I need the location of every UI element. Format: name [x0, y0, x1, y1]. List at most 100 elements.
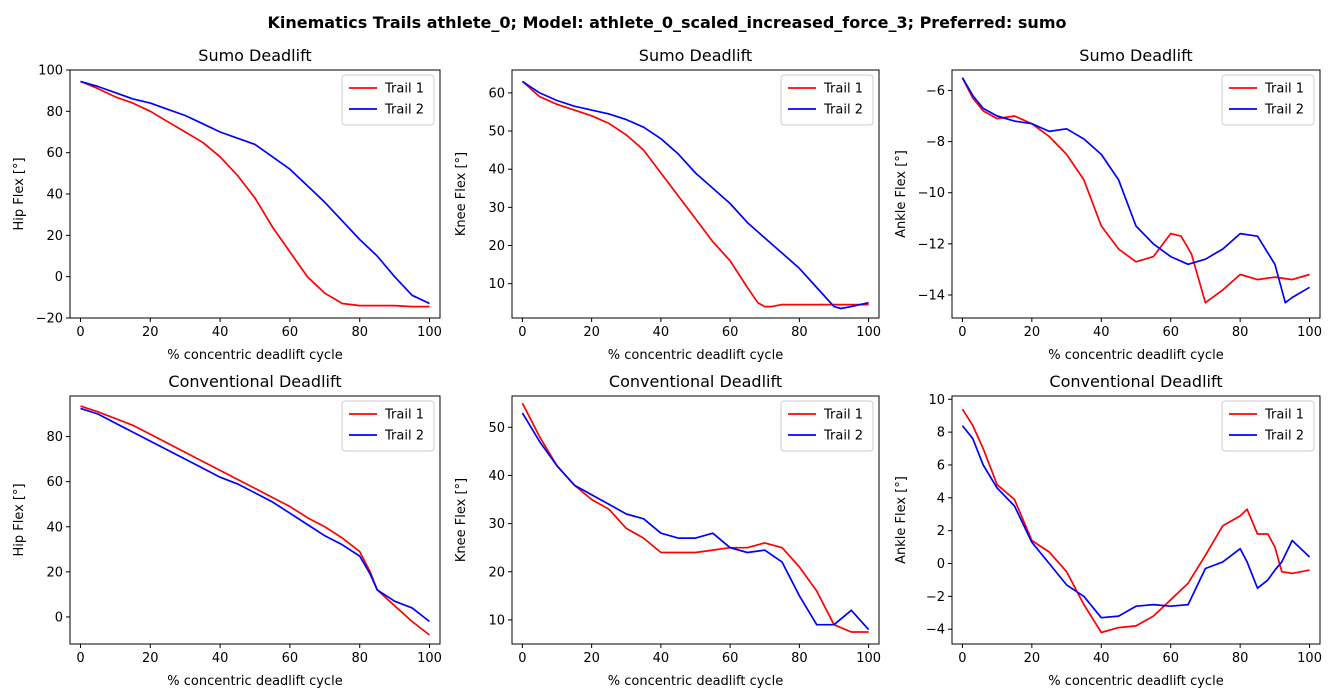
- y-tick-label: 30: [488, 517, 505, 532]
- x-tick-label: 100: [856, 651, 881, 666]
- series-line-trail-1: [521, 80, 869, 308]
- x-axis-label: % concentric deadlift cycle: [1048, 674, 1223, 689]
- y-tick-label: 80: [46, 105, 63, 120]
- legend: Trail 1 Trail 2: [341, 74, 435, 126]
- x-tick-label: 60: [722, 325, 739, 340]
- legend-label-trail-2: Trail 2: [384, 103, 424, 118]
- y-tick-label: 20: [46, 229, 63, 244]
- x-tick-label: 20: [142, 325, 159, 340]
- subplot-title: Conventional Deadlift: [1049, 372, 1222, 391]
- subplot-title: Conventional Deadlift: [168, 372, 341, 391]
- y-tick-label: −2: [926, 590, 945, 605]
- legend-label-trail-1: Trail 1: [823, 82, 863, 97]
- series-line-trail-1: [80, 80, 430, 308]
- y-tick-label: 50: [488, 421, 505, 436]
- y-tick-label: 6: [937, 458, 945, 473]
- subplot-2: Sumo Deadlift 0 20 40 60 80 100 10 20 30 40 50 60 % c…: [454, 46, 881, 363]
- figure-suptitle: Kinematics Trails athlete_0; Model: athl…: [268, 13, 1067, 32]
- y-tick-label: 40: [488, 163, 505, 178]
- y-tick-label: −12: [918, 237, 945, 252]
- subplot-3: Sumo Deadlift 0 20 40 60 80 100 −14 −12 −10 −8 −6 % …: [894, 46, 1322, 363]
- legend-label-trail-2: Trail 2: [1264, 103, 1304, 118]
- y-tick-label: 60: [46, 146, 63, 161]
- legend-label-trail-2: Trail 2: [1264, 429, 1304, 444]
- y-tick-label: 10: [928, 393, 945, 408]
- y-tick-label: 0: [55, 610, 63, 625]
- y-tick-label: 100: [38, 64, 63, 79]
- x-tick-label: 80: [1232, 325, 1249, 340]
- y-tick-label: 0: [55, 270, 63, 285]
- y-tick-label: 20: [488, 565, 505, 580]
- y-tick-label: 40: [46, 520, 63, 535]
- legend: Trail 1 Trail 2: [780, 400, 874, 452]
- y-tick-label: 4: [937, 491, 945, 506]
- y-tick-label: −10: [918, 186, 945, 201]
- x-tick-label: 0: [76, 325, 84, 340]
- x-tick-label: 100: [1297, 325, 1322, 340]
- y-axis-label: Ankle Flex [°]: [894, 476, 909, 564]
- x-tick-label: 40: [653, 651, 670, 666]
- x-tick-label: 40: [212, 325, 229, 340]
- series-line-trail-2: [80, 407, 431, 623]
- subplot-4: Conventional Deadlift 0 20 40 60 80 100 0 20 40 60…: [12, 372, 442, 689]
- x-tick-label: 80: [791, 325, 808, 340]
- y-axis-label: Knee Flex [°]: [454, 152, 469, 236]
- x-tick-label: 40: [212, 651, 229, 666]
- x-tick-label: 0: [518, 651, 526, 666]
- x-tick-label: 20: [142, 651, 159, 666]
- y-tick-label: 10: [488, 613, 505, 628]
- x-axis-label: % concentric deadlift cycle: [167, 674, 342, 689]
- x-tick-label: 80: [351, 651, 368, 666]
- y-tick-label: 40: [488, 469, 505, 484]
- subplot-title: Sumo Deadlift: [639, 46, 752, 65]
- legend: Trail 1 Trail 2: [780, 74, 874, 126]
- y-tick-label: 0: [937, 557, 945, 572]
- subplot-6: Conventional Deadlift 0 20 40 60 80 100 −4 −2 0 2 4…: [894, 372, 1322, 689]
- series-line-trail-1: [521, 402, 869, 633]
- legend-label-trail-1: Trail 1: [1264, 408, 1304, 423]
- legend-label-trail-2: Trail 2: [823, 103, 863, 118]
- axes-frame: [69, 395, 441, 645]
- x-tick-label: 40: [1093, 651, 1110, 666]
- y-axis-label: Hip Flex [°]: [12, 157, 27, 230]
- axes-frame: [951, 395, 1321, 645]
- legend: Trail 1 Trail 2: [1221, 74, 1315, 126]
- axes-frame: [951, 69, 1321, 319]
- x-tick-label: 100: [417, 325, 442, 340]
- y-tick-label: 8: [937, 426, 945, 441]
- x-tick-label: 20: [583, 651, 600, 666]
- y-tick-label: −20: [36, 312, 63, 327]
- subplot-title: Sumo Deadlift: [1079, 46, 1192, 65]
- x-tick-label: 80: [791, 651, 808, 666]
- x-tick-label: 60: [1162, 651, 1179, 666]
- series-line-trail-1: [961, 77, 1310, 304]
- series-line-trail-2: [521, 412, 870, 631]
- x-tick-label: 60: [282, 651, 299, 666]
- x-tick-label: 100: [1297, 651, 1322, 666]
- subplot-5: Conventional Deadlift 0 20 40 60 80 100 10 20 30 4…: [454, 372, 881, 689]
- x-tick-label: 20: [583, 325, 600, 340]
- legend: Trail 1 Trail 2: [341, 400, 435, 452]
- y-tick-label: 20: [46, 565, 63, 580]
- axes-frame: [511, 69, 880, 319]
- legend: Trail 1 Trail 2: [1221, 400, 1315, 452]
- y-tick-label: 10: [488, 277, 505, 292]
- x-tick-label: 100: [856, 325, 881, 340]
- series-line-trail-1: [961, 408, 1310, 634]
- x-tick-label: 40: [1093, 325, 1110, 340]
- y-tick-label: −8: [926, 135, 945, 150]
- y-tick-label: 40: [46, 188, 63, 203]
- x-tick-label: 60: [282, 325, 299, 340]
- y-tick-label: 20: [488, 239, 505, 254]
- subplot-title: Sumo Deadlift: [198, 46, 311, 65]
- x-tick-label: 0: [958, 651, 966, 666]
- x-axis-label: % concentric deadlift cycle: [1048, 348, 1223, 363]
- x-tick-label: 80: [1232, 651, 1249, 666]
- subplot-title: Conventional Deadlift: [609, 372, 782, 391]
- x-tick-label: 40: [653, 325, 670, 340]
- y-tick-label: 60: [46, 475, 63, 490]
- y-axis-label: Ankle Flex [°]: [894, 150, 909, 238]
- legend-label-trail-1: Trail 1: [384, 82, 424, 97]
- x-axis-label: % concentric deadlift cycle: [167, 348, 342, 363]
